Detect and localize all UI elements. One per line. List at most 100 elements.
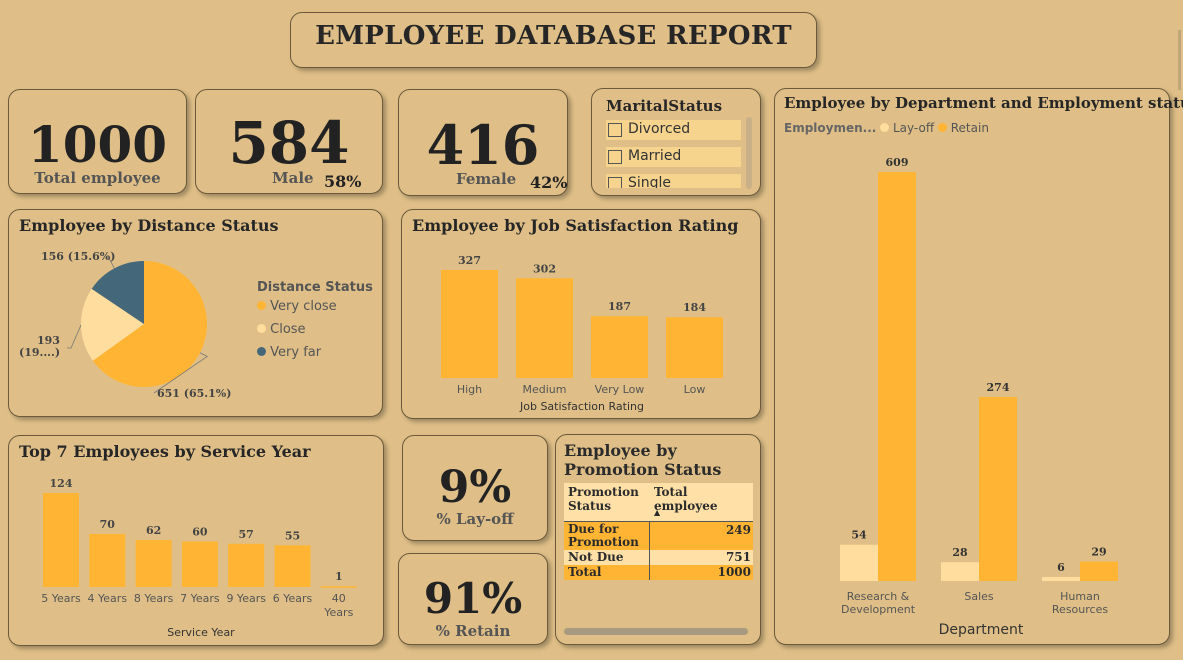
bar-data-label: 62 [146,524,161,537]
x-tick-label: 7 Years [180,592,220,605]
department-card: Employee by Department and Employment st… [774,88,1183,645]
legend-label: Close [270,322,306,337]
table-row[interactable]: Due for Promotion 249 [564,522,753,550]
bar-high[interactable] [441,270,498,378]
slicer-item-label: Single [628,175,672,188]
bar-medium[interactable] [516,278,573,378]
bar-40-years[interactable] [320,586,357,588]
legend-item-very-close[interactable]: Very close [257,299,373,322]
promotion-title-line1: Employee by [564,441,677,460]
checkbox-icon[interactable] [608,150,622,164]
legend-item-close[interactable]: Close [257,322,373,345]
job-satisfaction-bar-chart: 327 High 302 Medium 187 Very Low 184 Low Job Sat… [441,254,723,413]
legend-item-retain[interactable]: Retain [937,121,989,135]
legend-dot-icon [880,123,890,132]
slicer-item-married[interactable]: Married [606,147,741,167]
pie-slice-close[interactable] [81,288,144,361]
bar-retain-1[interactable] [979,396,1017,581]
pie-label-very-far: 156 (15.6%) [41,250,115,263]
distance-legend: Distance Status Very close Close Very fa… [257,280,373,368]
legend-dot-icon [257,347,266,356]
slicer-scrollbar[interactable] [746,117,752,189]
bar-data-label: 54 [851,529,867,542]
x-tick-label: Very Low [595,383,645,396]
bar-7-years[interactable] [181,541,218,587]
bar-6-years[interactable] [274,545,311,587]
report-title-card: EMPLOYEE DATABASE REPORT [290,12,817,68]
kpi-layoff-value: 9% [438,462,512,513]
bar-data-label: 187 [608,300,631,313]
kpi-male-percent: 58% [324,172,362,191]
bar-data-label: 327 [458,254,481,267]
x-axis-title: Job Satisfaction Rating [519,400,644,413]
pie-slice-very-far[interactable] [91,261,144,324]
sort-arrow-icon[interactable]: ▲ [654,507,661,517]
bar-data-label: 57 [239,528,254,541]
leader-line [67,324,82,349]
row-status: Not Due [568,550,624,564]
slicer-item-divorced[interactable]: Divorced [606,120,741,140]
x-axis-title: Department [939,622,1024,638]
table-row[interactable]: Not Due 751 [564,550,753,565]
header-promotion-status[interactable]: Promotion Status [568,485,639,513]
bar-lay-off-2[interactable] [1042,576,1080,581]
kpi-female-card: 416 Female 42% [398,89,568,196]
kpi-retain-label: % Retain [435,622,511,640]
kpi-male-card: 584 Male 58% [195,89,383,194]
col-divider [649,550,650,565]
bar-data-label: 302 [533,262,556,275]
bar-data-label: 184 [683,301,706,314]
x-axis-title: Service Year [167,626,235,639]
page-scrollbar[interactable] [1178,30,1181,90]
bar-low[interactable] [666,317,723,378]
leader-line [153,352,208,394]
bar-lay-off-1[interactable] [941,562,979,581]
kpi-male-value: 584 [228,109,350,177]
table-horizontal-scrollbar[interactable] [564,628,748,635]
service-year-title: Top 7 Employees by Service Year [19,442,311,461]
header-divider [564,521,753,522]
bar-data-label: 29 [1091,546,1106,559]
bar-data-label: 28 [952,546,968,559]
legend-label: Very far [270,345,322,360]
bar-4-years[interactable] [89,533,126,587]
bar-data-label: 70 [100,518,116,531]
legend-item-layoff[interactable]: Lay-off [880,121,938,135]
report-title: EMPLOYEE DATABASE REPORT [315,21,792,51]
bar-8-years[interactable] [135,540,172,587]
kpi-retain-value: 91% [423,574,523,623]
marital-slicer-title: MaritalStatus [606,97,723,115]
distance-pie-chart: 651 (65.1%) 193(19....) 156 (15.6%) [19,250,231,400]
col-divider [649,522,650,550]
slicer-item-single[interactable]: Single [606,174,741,188]
x-tick-label: 8 Years [134,592,174,605]
bar-very-low[interactable] [591,316,648,378]
checkbox-icon[interactable] [608,123,622,137]
department-legend: Employmen... Lay-off Retain [784,121,989,135]
checkbox-icon[interactable] [608,177,622,188]
bar-retain-0[interactable] [878,172,916,581]
kpi-female-percent: 42% [530,173,568,192]
bar-lay-off-0[interactable] [840,544,878,581]
bar-data-label: 274 [987,381,1010,394]
header-total-employee[interactable]: Total employee [654,485,718,513]
kpi-layoff-label: % Lay-off [436,510,514,528]
kpi-female-value: 416 [426,113,540,177]
x-tick-label: Sales [964,590,994,603]
bar-9-years[interactable] [228,543,265,587]
pie-label-close-pct: (19....) [19,346,60,359]
pie-slice-very-close[interactable] [92,261,207,387]
job-satisfaction-card: Employee by Job Satisfaction Rating 327 H… [401,209,761,419]
pie-label-close-value: 193 [37,334,60,347]
slicer-item-label: Married [628,148,682,164]
x-tick-label: High [457,383,482,396]
promotion-title-line2: Promotion Status [564,460,722,479]
legend-item-very-far[interactable]: Very far [257,345,373,368]
table-total-row[interactable]: Total 1000 [564,565,753,580]
bar-data-label: 609 [886,156,909,169]
marital-status-slicer: MaritalStatus Divorced Married Single [591,88,761,196]
bar-data-label: 124 [50,477,73,490]
bar-5-years[interactable] [43,493,79,587]
bar-retain-2[interactable] [1080,561,1118,581]
kpi-layoff-card: 9% % Lay-off [402,435,548,541]
